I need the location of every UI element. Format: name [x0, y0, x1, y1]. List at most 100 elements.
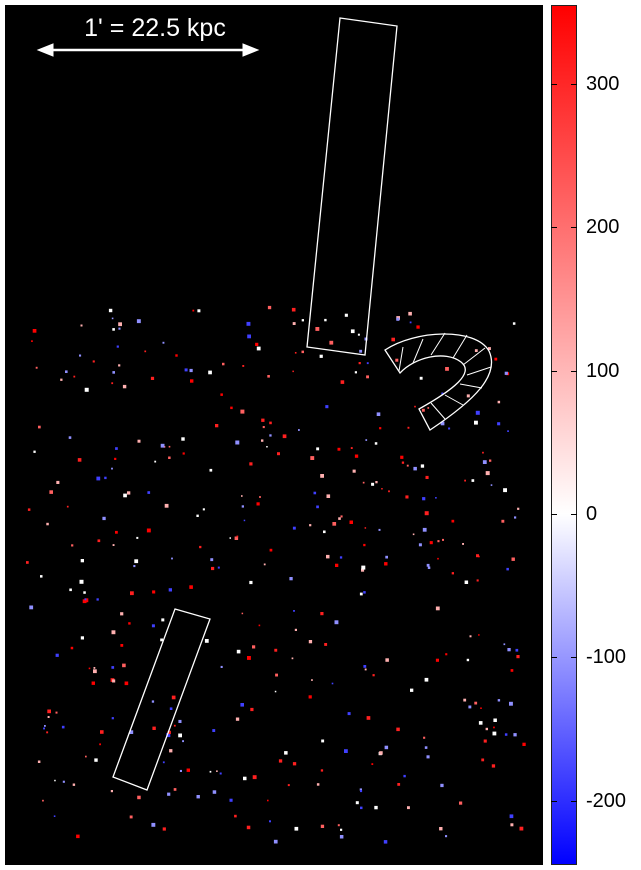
speckle-pixel — [212, 790, 217, 794]
emission-region — [155, 655, 175, 695]
speckle-pixel — [344, 313, 348, 317]
speckle-pixel — [374, 442, 378, 445]
speckle-pixel — [476, 554, 479, 558]
speckle-pixel — [235, 440, 240, 445]
speckle-pixel — [435, 497, 437, 499]
speckle-pixel — [111, 382, 114, 385]
speckle-pixel — [79, 579, 84, 584]
speckle-pixel — [35, 366, 38, 369]
speckle-pixel — [215, 424, 219, 428]
speckle-pixel — [175, 354, 178, 357]
speckle-pixel — [313, 491, 317, 495]
speckle-pixel — [173, 724, 176, 727]
speckle-pixel — [381, 488, 383, 490]
speckle-pixel — [196, 795, 200, 799]
speckle-pixel — [274, 690, 277, 693]
speckle-pixel — [267, 305, 272, 310]
speckle-pixel — [241, 505, 244, 508]
speckle-pixel — [275, 673, 278, 677]
speckle-pixel — [37, 760, 41, 763]
speckle-pixel — [474, 420, 478, 425]
speckle-pixel — [42, 799, 44, 802]
speckle-pixel — [344, 749, 348, 753]
speckle-pixel — [291, 657, 294, 660]
speckle-pixel — [340, 515, 343, 518]
speckle-pixel — [151, 624, 155, 628]
speckle-pixel — [134, 559, 139, 564]
speckle-pixel — [82, 599, 87, 604]
emission-region — [260, 385, 395, 445]
emission-region — [349, 63, 365, 109]
speckle-pixel — [440, 783, 444, 788]
speckle-pixel — [72, 783, 76, 786]
speckle-pixel — [391, 337, 395, 342]
speckle-pixel — [151, 700, 155, 703]
speckle-pixel — [99, 743, 101, 746]
speckle-pixel — [211, 566, 215, 571]
speckle-pixel — [464, 580, 469, 584]
emission-region — [475, 550, 510, 595]
speckle-pixel — [476, 579, 479, 582]
emission-region — [333, 645, 365, 685]
speckle-pixel — [424, 511, 429, 516]
speckle-pixel — [93, 669, 97, 674]
speckle-pixel — [354, 371, 357, 374]
speckle-pixel — [501, 519, 505, 523]
speckle-pixel — [137, 439, 141, 443]
speckle-pixel — [179, 769, 182, 772]
speckle-pixel — [301, 319, 304, 322]
speckle-pixel — [47, 716, 50, 718]
speckle-pixel — [364, 668, 367, 671]
arc-region-outline — [384, 333, 493, 431]
speckle-pixel — [162, 761, 165, 764]
speckle-pixel — [144, 350, 147, 353]
speckle-pixel — [321, 739, 325, 743]
speckle-pixel — [339, 835, 344, 839]
speckle-pixel — [93, 667, 96, 669]
speckle-pixel — [208, 370, 212, 375]
speckle-pixel — [359, 349, 363, 353]
speckle-pixel — [46, 731, 49, 734]
speckle-pixel — [497, 699, 501, 702]
speckle-pixel — [116, 345, 119, 348]
speckle-pixel — [429, 541, 433, 545]
speckle-pixel — [405, 495, 409, 499]
speckle-pixel — [112, 544, 115, 546]
speckle-pixel — [424, 746, 428, 749]
speckle-pixel — [80, 324, 83, 327]
speckle-pixel — [359, 788, 362, 791]
speckle-pixel — [240, 703, 244, 707]
speckle-pixel — [249, 580, 253, 585]
speckle-pixel — [240, 409, 245, 414]
speckle-pixel — [324, 318, 327, 322]
speckle-pixel — [97, 539, 101, 543]
speckle-pixel — [510, 669, 514, 672]
speckle-pixel — [104, 476, 107, 480]
speckle-pixel — [241, 612, 244, 615]
speckle-pixel — [488, 347, 491, 350]
speckle-pixel — [511, 557, 515, 561]
speckle-pixel — [66, 505, 69, 508]
speckle-pixel — [497, 400, 501, 404]
speckle-pixel — [513, 733, 517, 737]
speckle-pixel — [209, 468, 213, 472]
speckle-pixel — [130, 591, 134, 596]
speckle-pixel — [269, 421, 272, 425]
speckle-pixel — [482, 460, 487, 464]
speckle-pixel — [160, 443, 165, 448]
speckle-pixel — [388, 490, 390, 493]
emission-region — [415, 565, 475, 615]
speckle-pixel — [261, 439, 264, 442]
speckle-pixel — [363, 543, 366, 547]
emission-region — [387, 165, 400, 195]
speckle-pixel — [182, 740, 184, 743]
speckle-pixel — [261, 418, 265, 422]
speckle-pixel — [407, 426, 410, 429]
speckle-pixel — [269, 820, 271, 823]
speckle-pixel — [243, 519, 246, 522]
speckle-pixel — [427, 407, 430, 409]
emission-region — [140, 750, 160, 780]
speckle-pixel — [46, 522, 49, 526]
speckle-pixel — [219, 772, 222, 775]
speckle-pixel — [308, 640, 313, 644]
